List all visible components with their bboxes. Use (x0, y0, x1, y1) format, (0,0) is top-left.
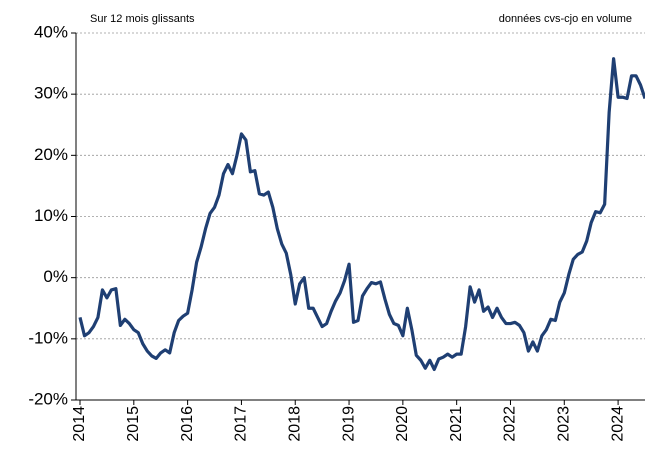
annotation: données cvs-cjo en volume (499, 13, 632, 25)
y-tick-label: 20% (34, 145, 68, 164)
x-tick-label: 2016 (179, 406, 196, 442)
x-tick-label: 2023 (556, 406, 573, 442)
x-tick-label: 2017 (233, 406, 250, 442)
y-tick-label: -20% (28, 389, 68, 408)
x-tick-label: 2018 (286, 406, 303, 442)
y-tick-label: 30% (34, 84, 68, 103)
y-tick-label: -10% (28, 328, 68, 347)
y-tick-label: 0% (43, 267, 68, 286)
x-tick-label: 2020 (394, 406, 411, 442)
line-series (78, 57, 645, 372)
y-tick-label: 40% (34, 22, 68, 41)
x-tick-label: 2019 (340, 406, 357, 442)
annotation: Sur 12 mois glissants (90, 13, 195, 25)
y-tick-label: 10% (34, 206, 68, 225)
x-tick-label: 2015 (125, 406, 142, 442)
x-tick-label: 2014 (71, 406, 88, 442)
x-tick-label: 2021 (448, 406, 465, 442)
x-tick-label: 2024 (609, 406, 626, 442)
x-tick-label: 2022 (502, 406, 519, 442)
